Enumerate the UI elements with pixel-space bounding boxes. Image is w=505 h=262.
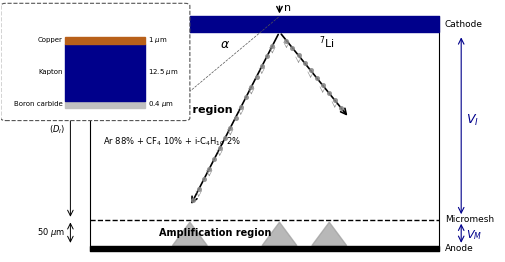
Bar bbox=[65, 44, 145, 101]
Point bbox=[205, 167, 213, 171]
Polygon shape bbox=[172, 222, 207, 246]
Point bbox=[199, 177, 208, 181]
Text: Anode: Anode bbox=[444, 244, 473, 253]
Text: n: n bbox=[284, 3, 291, 13]
Point bbox=[268, 44, 276, 48]
Text: Copper: Copper bbox=[38, 37, 63, 43]
Point bbox=[282, 39, 290, 43]
Point bbox=[226, 126, 234, 130]
Point bbox=[263, 54, 271, 58]
Text: 0.4 $\mu$m: 0.4 $\mu$m bbox=[147, 99, 173, 109]
Point bbox=[288, 46, 296, 50]
Text: Amplification region: Amplification region bbox=[158, 228, 270, 238]
Bar bbox=[90, 16, 438, 32]
Text: Cathode: Cathode bbox=[444, 20, 482, 29]
Polygon shape bbox=[311, 222, 346, 246]
Text: $(D_I)$: $(D_I)$ bbox=[49, 123, 65, 136]
Point bbox=[241, 95, 249, 99]
Text: $V_M$: $V_M$ bbox=[465, 228, 481, 242]
Text: $\alpha$: $\alpha$ bbox=[219, 39, 229, 52]
FancyBboxPatch shape bbox=[1, 3, 189, 121]
Point bbox=[247, 85, 255, 89]
Text: Boron carbide: Boron carbide bbox=[14, 101, 63, 107]
Point bbox=[236, 105, 244, 110]
Text: Kapton: Kapton bbox=[38, 69, 63, 75]
Text: Ar 88% + CF$_4$ 10% + i-C$_4$H$_{10}$ 2%: Ar 88% + CF$_4$ 10% + i-C$_4$H$_{10}$ 2% bbox=[103, 135, 241, 148]
Point bbox=[215, 146, 223, 150]
Point bbox=[312, 76, 320, 80]
Text: 12 mm: 12 mm bbox=[36, 107, 65, 116]
Text: $V_I$: $V_I$ bbox=[465, 113, 478, 128]
Point bbox=[231, 116, 239, 120]
Point bbox=[257, 64, 265, 69]
Point bbox=[324, 91, 332, 95]
Point bbox=[294, 53, 302, 58]
Point bbox=[306, 68, 314, 73]
Bar bbox=[65, 101, 145, 107]
Point bbox=[336, 106, 344, 110]
Point bbox=[210, 156, 218, 161]
Bar bbox=[90, 246, 438, 251]
Point bbox=[194, 187, 203, 192]
Text: Micromesh: Micromesh bbox=[444, 215, 493, 224]
Text: 12.5 $\mu$m: 12.5 $\mu$m bbox=[147, 67, 178, 77]
Point bbox=[300, 61, 308, 65]
Text: Ionization region: Ionization region bbox=[127, 105, 232, 115]
Point bbox=[189, 198, 197, 202]
Polygon shape bbox=[262, 222, 296, 246]
Text: 50 $\mu$m: 50 $\mu$m bbox=[37, 226, 65, 239]
Point bbox=[318, 83, 326, 88]
Bar bbox=[65, 37, 145, 44]
Text: 1 $\mu$m: 1 $\mu$m bbox=[147, 35, 167, 45]
Text: $^7$Li: $^7$Li bbox=[319, 34, 334, 51]
Point bbox=[252, 75, 260, 79]
Point bbox=[330, 98, 338, 102]
Point bbox=[221, 136, 229, 140]
